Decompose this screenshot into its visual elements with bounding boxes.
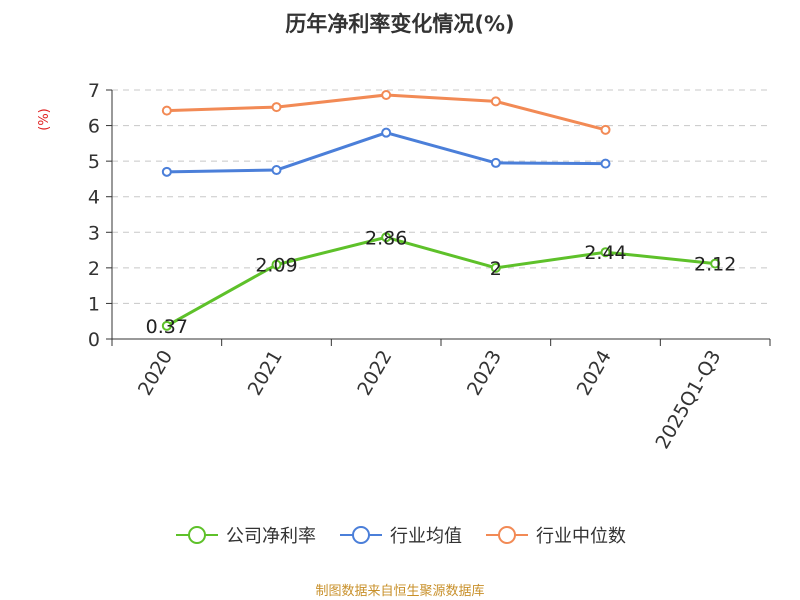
data-point <box>600 124 611 135</box>
data-point <box>381 232 392 243</box>
y-tick-label: 6 <box>88 116 100 138</box>
series-line-2 <box>166 93 606 132</box>
data-point <box>490 262 501 273</box>
y-tick-label: 7 <box>88 80 100 102</box>
data-point <box>161 166 172 177</box>
x-tick-label: 2021 <box>244 347 287 400</box>
legend-marker-industry-median <box>486 526 528 544</box>
data-point <box>271 165 282 176</box>
y-tick-label: 5 <box>88 151 100 173</box>
data-label: 2.86 <box>365 227 407 249</box>
legend: 公司净利率 行业均值 行业中位数 <box>0 522 800 548</box>
chart-title: 历年净利率变化情况(%) <box>285 12 515 36</box>
y-tick-label: 3 <box>88 222 100 244</box>
x-tick-label: 2022 <box>353 347 396 400</box>
data-point <box>710 258 721 269</box>
data-label: 0.37 <box>146 316 188 338</box>
legend-marker-industry-mean <box>340 526 382 544</box>
x-tick-label: 2024 <box>573 347 616 400</box>
data-label: 2.09 <box>255 255 297 277</box>
data-label: 2 <box>490 258 502 280</box>
data-point <box>490 157 501 168</box>
legend-marker-company <box>176 526 218 544</box>
legend-item-industry-mean[interactable]: 行业均值 <box>338 522 462 548</box>
y-tick-label: 0 <box>88 329 100 351</box>
x-tick-label: 2020 <box>134 347 177 400</box>
data-point <box>381 127 392 138</box>
legend-item-company[interactable]: 公司净利率 <box>174 522 316 548</box>
data-source-note: 制图数据来自恒生聚源数据库 <box>315 584 485 599</box>
data-point <box>161 320 172 331</box>
legend-label-industry-mean: 行业均值 <box>390 526 462 547</box>
data-label: 2.12 <box>694 254 736 276</box>
series-line-0 <box>166 235 716 328</box>
x-tick-label: 2023 <box>463 347 506 400</box>
data-point <box>600 158 611 169</box>
legend-item-industry-median[interactable]: 行业中位数 <box>484 522 626 548</box>
data-point <box>271 259 282 270</box>
data-point <box>271 102 282 113</box>
data-point <box>490 96 501 107</box>
y-tick-label: 1 <box>88 293 100 315</box>
y-tick-label: 2 <box>88 258 100 280</box>
x-tick-label: 2025Q1-Q3 <box>651 347 725 453</box>
data-point <box>161 105 172 116</box>
series-line-1 <box>166 131 606 174</box>
data-point <box>381 89 392 100</box>
legend-label-company: 公司净利率 <box>226 526 316 547</box>
y-tick-label: 4 <box>88 187 100 209</box>
data-label: 2.44 <box>584 242 626 264</box>
data-point <box>600 247 611 258</box>
legend-label-industry-median: 行业中位数 <box>536 526 626 547</box>
